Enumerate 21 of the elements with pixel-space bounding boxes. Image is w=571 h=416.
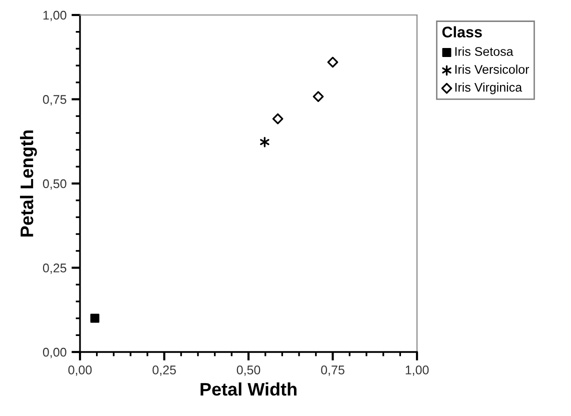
x-tick-label: 1,00	[406, 366, 429, 376]
y-tick-label: 1,00	[43, 10, 66, 22]
legend-label: Iris Versicolor	[455, 64, 530, 74]
y-axis-title: Petal Length	[20, 130, 37, 236]
y-tick-label: 0,50	[42, 179, 66, 190]
x-tick-label: 0,75	[321, 366, 344, 376]
point	[272, 113, 284, 124]
x-tick-label: 0,25	[152, 366, 176, 376]
y-tick-label: 0,75	[42, 95, 66, 106]
x-tick-label: 0,50	[236, 366, 260, 376]
point	[90, 314, 100, 323]
point	[312, 91, 324, 102]
legend-label: Iris Setosa	[455, 46, 514, 56]
x-axis-title: Petal Width	[200, 382, 296, 396]
x-tick-label: 0,00	[68, 366, 92, 376]
point	[327, 56, 338, 68]
y-tick-label: 0,25	[42, 264, 66, 274]
y-tick-label: 0,00	[42, 348, 66, 358]
legend-label: Iris Virginica	[455, 82, 522, 94]
point	[260, 136, 270, 148]
legend-title: Class	[442, 26, 482, 38]
